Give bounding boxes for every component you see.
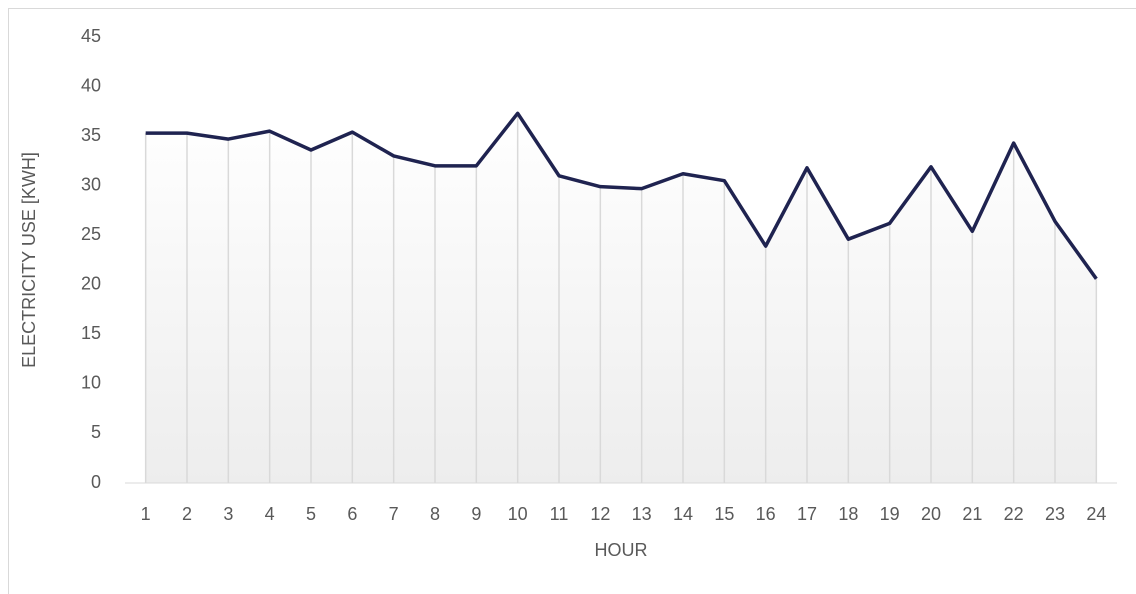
y-tick-label: 5 <box>91 422 101 442</box>
area <box>145 113 1097 483</box>
x-tick-label: 21 <box>962 504 982 524</box>
x-tick-label: 7 <box>389 504 399 524</box>
x-tick-label: 15 <box>714 504 734 524</box>
y-tick-label: 30 <box>81 174 101 194</box>
x-tick-label: 11 <box>550 504 569 524</box>
y-tick-label: 20 <box>81 274 101 294</box>
y-tick-label: 25 <box>81 224 101 244</box>
y-tick-label: 15 <box>81 323 101 343</box>
x-tick-label: 9 <box>471 504 481 524</box>
x-tick-label: 24 <box>1086 504 1106 524</box>
x-tick-label: 22 <box>1004 504 1024 524</box>
y-tick-label: 10 <box>81 373 101 393</box>
x-tick-label: 19 <box>880 504 900 524</box>
y-tick-label: 45 <box>81 26 101 46</box>
x-tick-label: 1 <box>141 504 151 524</box>
x-tick-label: 14 <box>673 504 693 524</box>
line <box>145 111 1098 280</box>
x-tick-label: 23 <box>1045 504 1065 524</box>
x-tick-label: 16 <box>756 504 776 524</box>
y-tick-label: 40 <box>81 75 101 95</box>
x-tick-label: 8 <box>430 504 440 524</box>
x-tick-label: 6 <box>347 504 357 524</box>
x-tick-label: 12 <box>590 504 610 524</box>
x-tick-label: 5 <box>306 504 316 524</box>
y-tick-label: 35 <box>81 125 101 145</box>
x-tick-label: 13 <box>632 504 652 524</box>
x-tick-label: 4 <box>265 504 275 524</box>
x-tick-label: 10 <box>508 504 528 524</box>
x-tick-label: 3 <box>223 504 233 524</box>
x-tick-label: 2 <box>182 504 192 524</box>
x-axis-title: HOUR <box>595 540 648 560</box>
x-tick-label: 20 <box>921 504 941 524</box>
x-tick-label: 17 <box>797 504 817 524</box>
y-axis-title: ELECTRICITY USE [KWH] <box>19 152 39 368</box>
x-tick-label: 18 <box>838 504 858 524</box>
y-tick-label: 0 <box>91 472 101 492</box>
